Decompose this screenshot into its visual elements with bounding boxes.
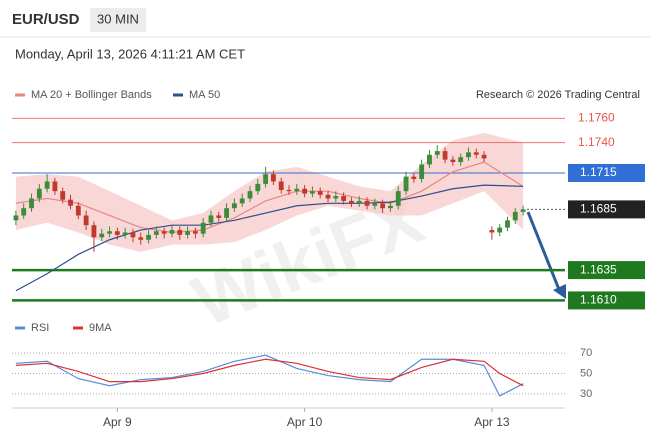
level-label: 1.1685	[580, 202, 617, 216]
candle-body	[192, 231, 198, 234]
candle-body	[481, 154, 487, 159]
candle-body	[130, 232, 136, 238]
candle-body	[466, 152, 471, 158]
candle-body	[153, 231, 159, 235]
candle-body	[13, 215, 19, 221]
candle-body	[309, 191, 315, 194]
candle-body	[427, 154, 432, 165]
candle-body	[255, 183, 261, 192]
candle-body	[36, 188, 42, 199]
candle-body	[317, 191, 323, 195]
x-tick-label: Apr 13	[474, 415, 510, 429]
candle-body	[403, 176, 409, 192]
candle-body	[169, 230, 175, 234]
datetime: Monday, April 13, 2026 4:11:21 AM CET	[15, 46, 245, 61]
candle-body	[114, 231, 120, 235]
candle-body	[450, 159, 456, 163]
candle-body	[138, 237, 144, 240]
candle-body	[247, 191, 253, 199]
candle-body	[107, 231, 112, 234]
candle-body	[185, 231, 190, 235]
level-label: 1.1635	[580, 262, 617, 276]
level-label-box	[568, 291, 645, 310]
credit: Research © 2026 Trading Central	[476, 89, 640, 101]
candle-body	[489, 230, 495, 233]
candle-body	[224, 208, 230, 218]
candle-body	[520, 209, 526, 212]
candle-body	[52, 181, 58, 192]
bollinger-band	[15, 132, 524, 252]
candle-body	[263, 174, 269, 184]
candle-body	[177, 230, 183, 235]
timeframe: 30 MIN	[97, 11, 139, 26]
level-label: 1.1715	[580, 165, 617, 179]
candle-body	[349, 200, 354, 204]
ma-line	[15, 161, 524, 234]
forecast-arrowhead	[553, 284, 566, 299]
candle-body	[83, 215, 89, 226]
y-tick-label: 50	[580, 367, 592, 379]
candle-body	[333, 196, 339, 199]
candle-body	[411, 176, 417, 180]
candle-body	[395, 191, 401, 206]
candle-body	[473, 152, 479, 155]
candle-body	[239, 198, 245, 204]
candle-body	[44, 181, 50, 189]
legend-label: 9MA	[89, 322, 112, 334]
level-label-box	[568, 261, 645, 280]
candle-body	[161, 231, 167, 234]
level-label: 1.1760	[578, 111, 615, 125]
candle-body	[60, 191, 66, 200]
candle-body	[512, 211, 518, 221]
candle-body	[216, 215, 222, 218]
candle-body	[434, 151, 440, 155]
candle-body	[146, 234, 151, 240]
candle-body	[380, 203, 386, 209]
candle-body	[419, 164, 425, 180]
level-label-box	[568, 163, 645, 182]
candle-body	[91, 225, 97, 238]
legend-label: MA 50	[189, 89, 220, 101]
candle-body	[286, 189, 292, 192]
candle-body	[341, 196, 347, 201]
candle-body	[122, 232, 128, 235]
ma-line	[15, 184, 524, 292]
candle-body	[231, 203, 237, 209]
candle-body	[29, 198, 34, 209]
candle-body	[68, 199, 73, 206]
candle-body	[99, 233, 105, 238]
candle-body	[294, 188, 300, 192]
timeframe-box	[90, 8, 146, 32]
level-label: 1.1610	[580, 293, 617, 307]
y-tick-label: 30	[580, 388, 592, 400]
legend-label: RSI	[31, 322, 49, 334]
candle-body	[21, 208, 27, 216]
candle-body	[278, 181, 284, 190]
candle-body	[505, 220, 510, 228]
candle-body	[200, 222, 206, 234]
candle-body	[302, 188, 308, 194]
candle-body	[364, 200, 370, 206]
candle-body	[442, 151, 448, 160]
indicator-line	[15, 358, 524, 387]
candle-body	[75, 205, 81, 216]
candle-body	[325, 194, 331, 199]
forecast-arrow	[526, 211, 562, 293]
y-tick-label: 70	[580, 347, 592, 359]
candle-body	[497, 227, 503, 233]
candle-body	[356, 200, 362, 204]
level-label: 1.1740	[578, 135, 615, 149]
candle-body	[458, 157, 464, 163]
candle-body	[372, 203, 378, 206]
candle-body	[270, 174, 276, 182]
symbol: EUR/USD	[12, 11, 80, 28]
level-label-box	[568, 200, 645, 219]
candle-body	[208, 215, 214, 223]
candle-body	[388, 205, 393, 209]
x-tick-label: Apr 10	[287, 415, 323, 429]
legend-label: MA 20 + Bollinger Bands	[31, 89, 152, 101]
x-tick-label: Apr 9	[103, 415, 132, 429]
